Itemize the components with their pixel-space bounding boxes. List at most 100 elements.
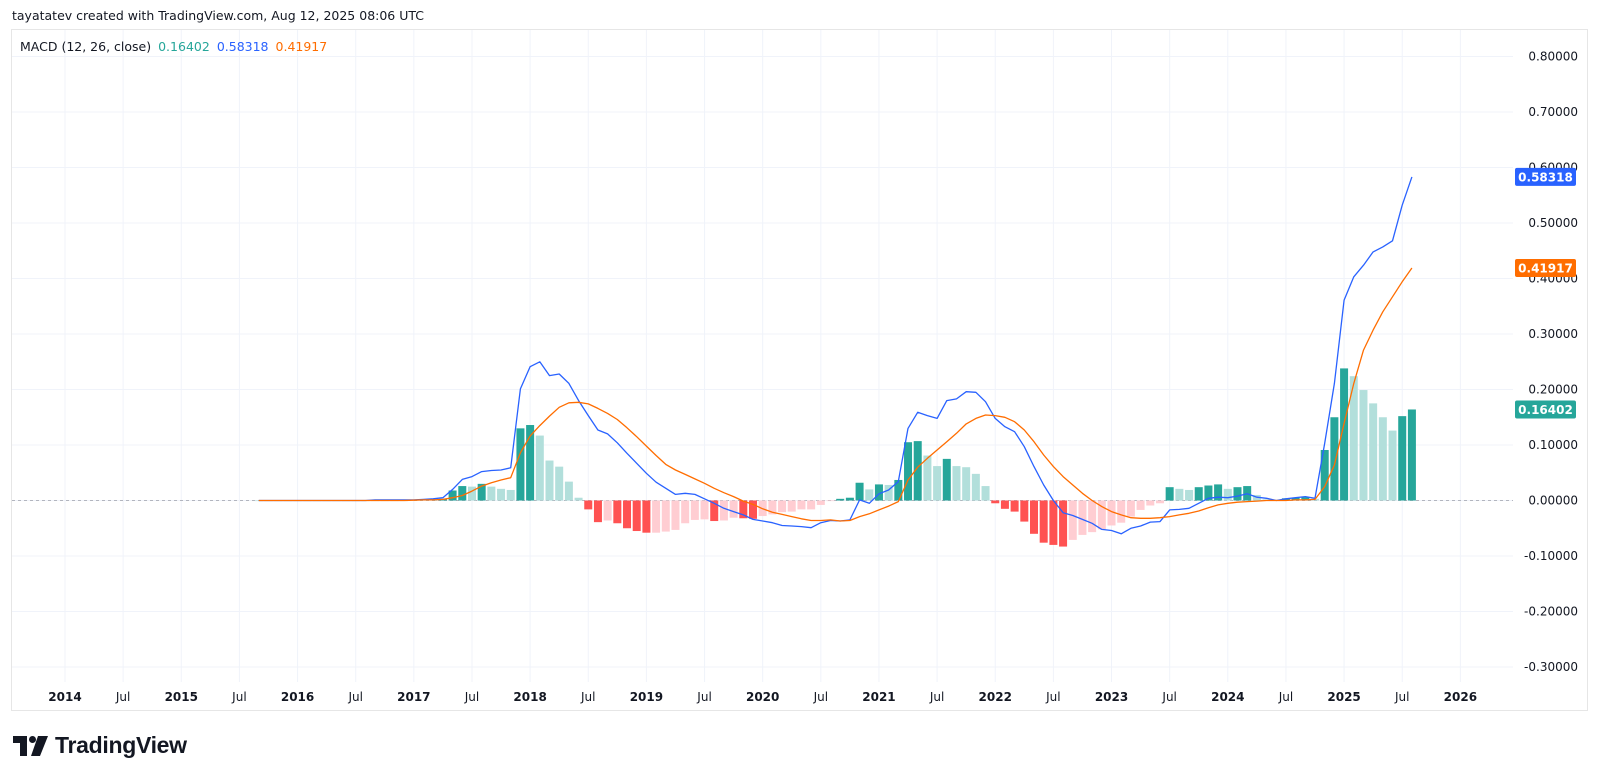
histogram-bar — [894, 479, 903, 501]
x-tick-label: Jul — [1278, 690, 1293, 704]
x-tick-label: 2014 — [48, 690, 81, 704]
x-tick-label: 2024 — [1211, 690, 1244, 704]
histogram-bar — [671, 500, 680, 530]
histogram-bar — [1165, 487, 1174, 501]
histogram-bar — [1146, 500, 1155, 506]
histogram-bar — [836, 498, 845, 501]
histogram-bar — [865, 489, 874, 501]
histogram-bar — [1204, 485, 1213, 501]
histogram-bar — [467, 486, 476, 501]
histogram-bar — [748, 500, 757, 519]
histogram-bar — [942, 458, 951, 501]
x-tick-label: Jul — [1161, 690, 1176, 704]
histogram-bar — [642, 500, 651, 533]
histogram-bar — [991, 500, 1000, 504]
histogram-bar — [1378, 417, 1387, 501]
histogram-bar — [1000, 500, 1009, 509]
histogram-bar — [768, 500, 777, 515]
histogram-bar — [1233, 487, 1242, 501]
signal-badge-label: 0.41917 — [1518, 261, 1573, 275]
attribution-text: tayatatev created with TradingView.com, … — [12, 8, 425, 23]
y-tick-label: 0.20000 — [1528, 383, 1578, 397]
histogram-bar — [1136, 500, 1145, 510]
histogram-bar — [826, 500, 835, 502]
histogram-bar — [855, 482, 864, 501]
x-tick-label: Jul — [115, 690, 130, 704]
histogram-badge-label: 0.16402 — [1518, 403, 1573, 417]
histogram-bar — [1097, 500, 1106, 530]
histogram-bar — [1359, 390, 1368, 501]
histogram-bar — [545, 460, 554, 501]
histogram-bar — [681, 500, 690, 524]
histogram-bar — [1223, 488, 1232, 501]
histogram-bar — [632, 500, 641, 532]
histogram-bar — [564, 481, 573, 501]
histogram-bar — [1155, 500, 1164, 504]
signal-price-badge: 0.41917 — [1515, 258, 1576, 277]
histogram-bar — [526, 425, 535, 501]
macd-badge-label: 0.58318 — [1518, 170, 1573, 184]
x-tick-label: 2023 — [1095, 690, 1128, 704]
x-tick-label: 2020 — [746, 690, 779, 704]
indicator-legend[interactable]: MACD (12, 26, close) 0.16402 0.58318 0.4191… — [20, 39, 334, 54]
x-tick-label: Jul — [580, 690, 595, 704]
y-tick-label: 0.30000 — [1528, 327, 1578, 341]
histogram-bar — [516, 428, 525, 501]
x-tick-label: Jul — [1394, 690, 1409, 704]
x-tick-label: 2021 — [862, 690, 895, 704]
histogram-bar — [1078, 500, 1087, 535]
histogram-bar — [1020, 500, 1029, 522]
legend-macd-value: 0.58318 — [216, 39, 269, 54]
tradingview-logo[interactable]: TradingView — [13, 732, 187, 759]
legend-signal-value: 0.41917 — [275, 39, 328, 54]
histogram-bar — [1349, 376, 1358, 501]
y-tick-label: -0.10000 — [1524, 549, 1578, 563]
histogram-bar — [884, 484, 893, 501]
histogram-bar — [623, 500, 632, 529]
y-tick-label: 0.80000 — [1528, 50, 1578, 64]
macd-line — [258, 176, 1413, 535]
x-tick-label: Jul — [929, 690, 944, 704]
histogram-bar — [613, 500, 622, 524]
histogram-bar — [1059, 500, 1068, 547]
histogram-bar — [913, 441, 922, 501]
histogram-bar — [458, 486, 467, 501]
histogram-bar — [574, 497, 583, 501]
y-tick-label: 0.50000 — [1528, 216, 1578, 230]
histogram-bar — [874, 484, 883, 501]
x-tick-label: Jul — [231, 690, 246, 704]
badge-background — [1515, 258, 1576, 277]
histogram-bar — [1330, 417, 1339, 501]
histogram-bar — [1407, 409, 1416, 501]
histogram-bar — [584, 500, 593, 510]
histogram-bar — [1291, 497, 1300, 501]
logo-text: TradingView — [55, 732, 187, 758]
chart-frame — [11, 29, 1588, 711]
histogram-bar — [1088, 500, 1097, 533]
x-tick-label: Jul — [696, 690, 711, 704]
x-tick-label: 2022 — [979, 690, 1012, 704]
legend-histogram-value: 0.16402 — [158, 39, 210, 54]
histogram-bar — [971, 473, 980, 501]
histogram-bar — [487, 486, 496, 501]
histogram-bar — [1010, 500, 1019, 512]
histogram-bar — [535, 435, 544, 501]
histogram-bar — [661, 500, 670, 532]
histogram-bar — [1320, 449, 1329, 501]
x-tick-label: 2019 — [630, 690, 663, 704]
histogram-bar — [739, 500, 748, 519]
x-tick-label: Jul — [1045, 690, 1060, 704]
histogram-bar — [690, 500, 699, 520]
y-tick-label: -0.20000 — [1524, 605, 1578, 619]
histogram-bar — [477, 483, 486, 501]
histogram-bar — [778, 500, 787, 513]
histogram-bar — [787, 500, 796, 512]
histogram-bar — [797, 500, 806, 510]
histogram-bar — [603, 500, 612, 521]
histogram-bar — [923, 455, 932, 501]
histogram-bar — [593, 500, 602, 523]
x-tick-label: 2016 — [281, 690, 314, 704]
histogram-bar — [497, 488, 506, 501]
histogram-bar — [1194, 487, 1203, 501]
